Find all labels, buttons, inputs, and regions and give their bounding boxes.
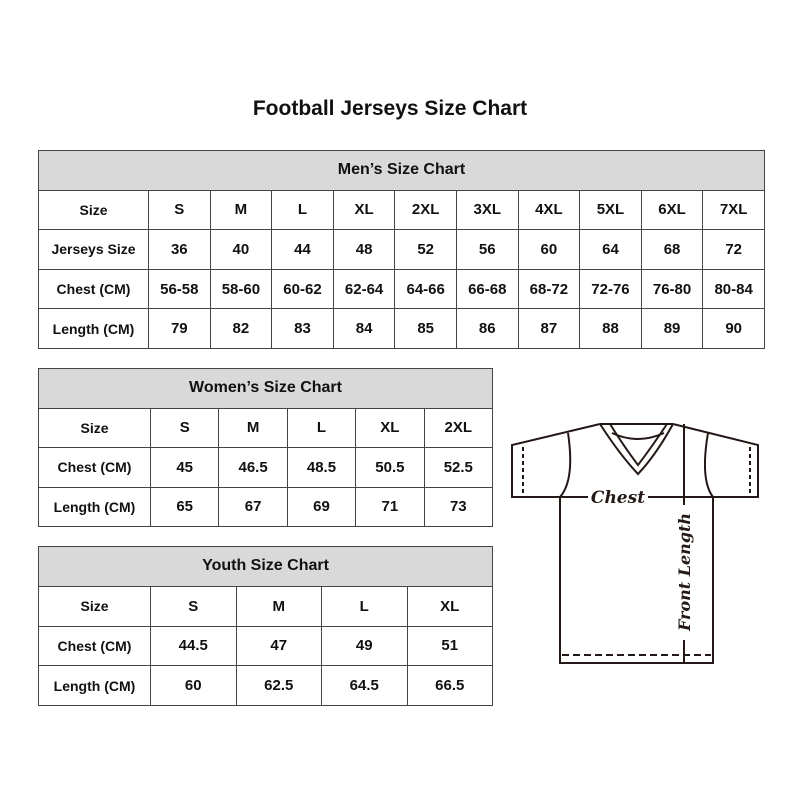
table-row: Size S M L XL 2XL [38, 407, 494, 448]
table-cell: 62-64 [332, 268, 396, 310]
row-label: Size [38, 189, 149, 231]
table-cell: L [321, 585, 408, 627]
table-heading-row: Men’s Size Chart [38, 150, 765, 191]
table-cell: L [286, 407, 357, 448]
row-label: Jerseys Size [38, 229, 149, 270]
table-cell: 36 [148, 229, 211, 270]
table-cell: S [150, 585, 237, 627]
table-cell: 72-76 [579, 268, 642, 310]
table-cell: 87 [517, 308, 581, 349]
table-cell: 48.5 [286, 447, 357, 488]
table-cell: 82 [209, 308, 273, 349]
table-row: Length (CM) 60 62.5 64.5 66.5 [38, 665, 494, 707]
table-cell: 64.5 [321, 665, 408, 707]
table-cell: 60 [150, 665, 237, 707]
row-label: Length (CM) [38, 486, 151, 527]
row-label: Length (CM) [38, 665, 151, 707]
table-cell: 6XL [640, 189, 704, 231]
table-cell: 90 [702, 308, 765, 349]
table-heading: Women’s Size Chart [37, 368, 494, 409]
table-cell: 76-80 [640, 268, 704, 310]
row-label: Length (CM) [38, 308, 149, 349]
chest-label: Chest [591, 488, 645, 508]
table-cell: 49 [321, 625, 408, 667]
row-label: Size [38, 407, 151, 448]
table-cell: 48 [332, 229, 396, 270]
table-cell: 73 [423, 486, 494, 527]
table-cell: 51 [406, 625, 494, 667]
table-cell: 69 [286, 486, 357, 527]
table-cell: 62.5 [235, 665, 322, 707]
table-cell: 52.5 [423, 447, 494, 488]
table-cell: 88 [579, 308, 642, 349]
table-cell: 84 [332, 308, 396, 349]
table-cell: 60-62 [271, 268, 334, 310]
table-cell: 79 [148, 308, 211, 349]
table-cell: 5XL [579, 189, 642, 231]
table-heading-row: Women’s Size Chart [37, 368, 494, 409]
table-cell: 47 [235, 625, 322, 667]
table-cell: 85 [394, 308, 457, 349]
table-cell: 66-68 [455, 268, 519, 310]
row-label: Chest (CM) [38, 625, 151, 667]
table-cell: 80-84 [702, 268, 765, 310]
table-row: Size S M L XL 2XL 3XL 4XL 5XL 6XL 7XL [38, 189, 765, 231]
table-heading: Men’s Size Chart [38, 150, 765, 191]
youth-size-table: Youth Size Chart Size S M L XL Chest (CM) 44.5 4… [37, 546, 494, 707]
table-cell: XL [406, 585, 494, 627]
table-cell: XL [332, 189, 396, 231]
table-cell: 45 [149, 447, 220, 488]
table-cell: 65 [149, 486, 220, 527]
table-heading: Youth Size Chart [37, 546, 494, 587]
table-cell: 68-72 [517, 268, 581, 310]
table-cell: 44 [271, 229, 334, 270]
table-cell: XL [355, 407, 425, 448]
table-cell: M [235, 585, 322, 627]
mens-size-table: Men’s Size Chart Size S M L XL 2XL 3XL 4XL 5XL 6XL… [38, 150, 765, 349]
table-cell: 50.5 [355, 447, 425, 488]
row-label: Size [38, 585, 151, 627]
table-row: Jerseys Size 36 40 44 48 52 56 60 64 68 72 [38, 229, 765, 270]
table-cell: 7XL [702, 189, 765, 231]
table-cell: 2XL [423, 407, 494, 448]
table-cell: 66.5 [406, 665, 494, 707]
table-row: Length (CM) 79 82 83 84 85 86 87 88 89 90 [38, 308, 765, 349]
table-cell: 60 [517, 229, 581, 270]
table-cell: 86 [455, 308, 519, 349]
table-cell: 71 [355, 486, 425, 527]
table-cell: 56-58 [148, 268, 211, 310]
table-row: Chest (CM) 45 46.5 48.5 50.5 52.5 [38, 447, 494, 488]
table-cell: 40 [209, 229, 273, 270]
jersey-outline-icon [511, 423, 759, 664]
table-row: Chest (CM) 44.5 47 49 51 [38, 625, 494, 667]
front-length-label: Front Length [675, 513, 694, 632]
table-row: Size S M L XL [38, 585, 494, 627]
table-cell: M [218, 407, 288, 448]
row-label: Chest (CM) [38, 447, 151, 488]
page-title: Football Jerseys Size Chart [252, 97, 528, 120]
womens-size-table: Women’s Size Chart Size S M L XL 2XL Chest (CM)… [37, 368, 494, 527]
table-heading-row: Youth Size Chart [37, 546, 494, 587]
table-cell: 68 [640, 229, 704, 270]
table-cell: 67 [218, 486, 288, 527]
table-row: Length (CM) 65 67 69 71 73 [38, 486, 494, 527]
table-cell: L [271, 189, 334, 231]
table-cell: 44.5 [150, 625, 237, 667]
